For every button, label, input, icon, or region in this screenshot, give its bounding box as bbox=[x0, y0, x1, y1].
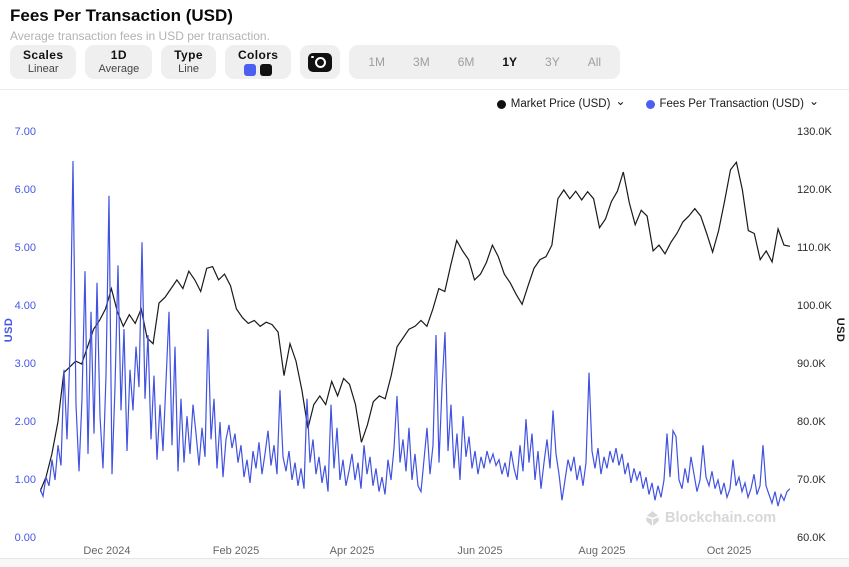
chevron-down-icon: ⌄ bbox=[615, 94, 626, 108]
x-axis-tick: Feb 2025 bbox=[212, 545, 260, 557]
legend-label-fees: Fees Per Transaction (USD) bbox=[659, 98, 804, 110]
left-axis-tick: 7.00 bbox=[14, 126, 36, 138]
range-button-1m[interactable]: 1M bbox=[354, 45, 399, 79]
fees-dot bbox=[645, 99, 655, 109]
legend-label-market-price: Market Price (USD) bbox=[510, 98, 611, 110]
blue-swatch bbox=[244, 64, 257, 76]
color-swatches bbox=[238, 64, 278, 76]
left-axis-title: USD bbox=[3, 317, 16, 343]
right-axis-tick: 80.0K bbox=[797, 416, 826, 428]
legend-item-market-price[interactable]: Market Price (USD) ⌄ bbox=[496, 94, 626, 110]
page-subtitle: Average transaction fees in USD per tran… bbox=[10, 29, 270, 43]
right-axis-tick: 90.0K bbox=[797, 358, 826, 370]
legend-item-fees[interactable]: Fees Per Transaction (USD) ⌄ bbox=[645, 94, 819, 110]
left-axis-tick: 3.00 bbox=[14, 358, 36, 370]
type-value: Line bbox=[178, 63, 199, 75]
chart-legend: Market Price (USD) ⌄ Fees Per Transactio… bbox=[496, 94, 819, 110]
x-axis-tick: Apr 2025 bbox=[329, 545, 375, 557]
page-title: Fees Per Transaction (USD) bbox=[10, 6, 233, 25]
range-button-6m[interactable]: 6M bbox=[444, 45, 489, 79]
range-button-3m[interactable]: 3M bbox=[399, 45, 444, 79]
watermark-text: Blockchain.com bbox=[665, 510, 777, 526]
colors-label: Colors bbox=[237, 48, 279, 62]
type-label: Type bbox=[174, 48, 203, 62]
series-fees bbox=[40, 160, 790, 507]
type-button[interactable]: Type Line bbox=[161, 45, 216, 79]
left-axis-tick: 6.00 bbox=[14, 184, 36, 196]
right-axis-title: USD bbox=[833, 317, 846, 343]
line-chart-plot[interactable] bbox=[40, 125, 790, 540]
x-axis-tick: Dec 2024 bbox=[83, 545, 131, 557]
scales-value: Linear bbox=[27, 63, 59, 75]
frequency-label: 1D bbox=[110, 48, 127, 62]
blockchain-logo-icon bbox=[646, 510, 659, 526]
screenshot-button[interactable] bbox=[300, 45, 341, 79]
bottom-strip bbox=[0, 558, 849, 567]
right-axis-tick: 130.0K bbox=[797, 126, 832, 138]
x-axis-tick: Jun 2025 bbox=[457, 545, 503, 557]
frequency-button[interactable]: 1D Average bbox=[85, 45, 153, 79]
left-axis-tick: 2.00 bbox=[14, 416, 36, 428]
range-button-all[interactable]: All bbox=[574, 45, 615, 79]
range-button-3y[interactable]: 3Y bbox=[531, 45, 574, 79]
series-market-price bbox=[40, 160, 790, 492]
toolbar-divider bbox=[0, 89, 849, 90]
colors-button[interactable]: Colors bbox=[224, 45, 292, 79]
range-button-1y[interactable]: 1Y bbox=[488, 45, 531, 79]
chart-toolbar: Scales Linear 1D Average Type Line Color… bbox=[10, 45, 621, 79]
left-axis-tick: 4.00 bbox=[14, 300, 36, 312]
left-axis-tick: 5.00 bbox=[14, 242, 36, 254]
watermark: Blockchain.com bbox=[645, 510, 776, 526]
right-axis-tick: 100.0K bbox=[797, 300, 832, 312]
frequency-value: Average bbox=[98, 63, 140, 75]
x-axis-tick: Aug 2025 bbox=[578, 545, 626, 557]
time-range-group: 1M 3M 6M 1Y 3Y All bbox=[349, 45, 621, 79]
market-price-dot bbox=[496, 99, 506, 109]
chevron-down-icon: ⌄ bbox=[808, 94, 819, 108]
left-axis-tick: 0.00 bbox=[14, 532, 36, 544]
right-axis-tick: 70.0K bbox=[797, 474, 826, 486]
scales-button[interactable]: Scales Linear bbox=[10, 45, 77, 79]
x-axis-tick: Oct 2025 bbox=[706, 545, 752, 557]
scales-label: Scales bbox=[23, 48, 64, 62]
right-axis-tick: 120.0K bbox=[797, 184, 832, 196]
right-axis-tick: 110.0K bbox=[797, 242, 832, 254]
camera-icon bbox=[308, 52, 333, 72]
left-axis-tick: 1.00 bbox=[14, 474, 36, 486]
right-axis-tick: 60.0K bbox=[797, 532, 826, 544]
black-swatch bbox=[260, 64, 273, 76]
